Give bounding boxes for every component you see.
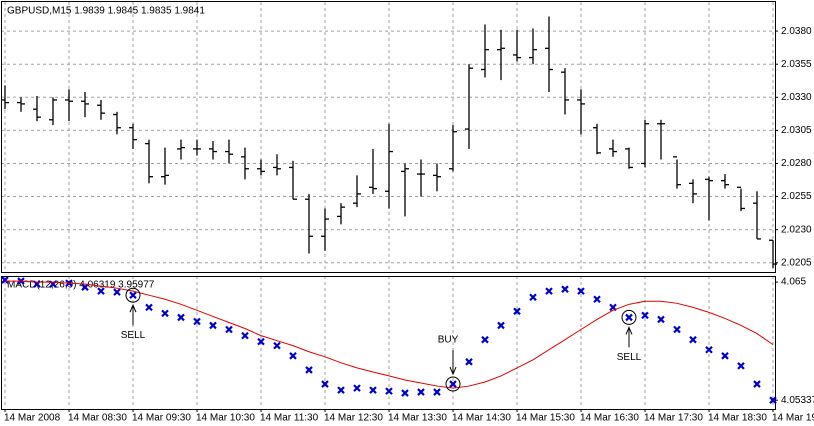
x-tick-label: 14 Mar 17:30	[644, 413, 703, 424]
x-marker	[1, 276, 9, 284]
x-tick-label: 14 Mar 12:30	[324, 413, 383, 424]
x-marker	[129, 291, 137, 299]
x-marker	[225, 325, 233, 334]
x-marker	[657, 315, 665, 324]
x-marker	[545, 287, 553, 295]
x-marker	[97, 287, 105, 295]
x-marker	[113, 288, 121, 296]
x-tick-label: 14 Mar 2008	[4, 413, 61, 424]
x-marker	[689, 335, 697, 344]
x-marker	[449, 380, 457, 388]
x-marker	[145, 303, 153, 312]
signal-arrow	[129, 303, 137, 326]
x-marker	[241, 331, 249, 340]
signal-circle	[445, 376, 461, 392]
x-tick-label: 14 Mar 10:30	[196, 413, 255, 424]
x-marker	[305, 366, 313, 374]
y-tick-label: 2.0305	[781, 125, 812, 136]
x-marker	[177, 313, 185, 322]
indicator-title: MACD(12,26,9) 4.06319 3.95977	[7, 280, 155, 291]
x-marker	[497, 321, 505, 330]
x-marker	[161, 309, 169, 318]
x-marker	[737, 362, 745, 370]
signal-arrow	[449, 350, 457, 376]
x-marker	[641, 311, 649, 320]
y-tick-label: 2.0230	[781, 224, 812, 235]
x-marker	[273, 341, 281, 350]
x-tick-label: 14 Mar 18:30	[708, 413, 767, 424]
x-marker	[721, 352, 729, 360]
x-marker	[481, 335, 489, 344]
price-panel-frame	[1, 1, 776, 273]
x-marker	[561, 285, 569, 293]
y-tick-label: 2.0380	[781, 26, 812, 37]
signal-circle	[621, 309, 637, 325]
signal-label: SELL	[617, 352, 642, 363]
signal-label: BUY	[438, 335, 459, 346]
x-tick-label: 14 Mar 19	[772, 413, 814, 424]
x-marker	[353, 384, 361, 392]
x-marker	[193, 317, 201, 326]
x-marker	[529, 293, 537, 301]
x-tick-label: 14 Mar 13:30	[388, 413, 447, 424]
x-marker	[401, 389, 409, 397]
x-tick-label: 14 Mar 09:30	[132, 413, 191, 424]
signal-circle	[125, 287, 141, 303]
y-tick-label: 2.0280	[781, 158, 812, 169]
y-tick-label: 2.0205	[781, 257, 812, 268]
x-marker	[705, 345, 713, 354]
x-marker	[593, 295, 601, 304]
y-tick-label: 4.065	[781, 277, 806, 288]
y-tick-label: 2.0355	[781, 59, 812, 70]
x-marker	[257, 337, 265, 346]
x-marker	[513, 307, 521, 316]
x-marker	[465, 358, 473, 366]
x-marker	[337, 386, 345, 394]
y-tick-label: 4.05337	[781, 395, 814, 406]
x-marker	[753, 380, 761, 388]
x-marker	[385, 387, 393, 395]
signal-label: SELL	[121, 330, 146, 341]
x-marker	[433, 388, 441, 396]
x-marker	[209, 321, 217, 330]
x-marker	[321, 380, 329, 388]
x-marker	[289, 352, 297, 360]
x-marker	[673, 325, 681, 334]
x-tick-label: 14 Mar 15:30	[516, 413, 575, 424]
y-tick-label: 2.0330	[781, 92, 812, 103]
signal-arrow	[625, 326, 633, 348]
x-marker	[369, 386, 377, 394]
x-marker	[769, 396, 777, 404]
indicator-line	[5, 280, 774, 389]
x-tick-label: 14 Mar 11:30	[260, 413, 319, 424]
x-tick-label: 14 Mar 14:30	[452, 413, 511, 424]
y-tick-label: 2.0255	[781, 191, 812, 202]
x-tick-label: 14 Mar 08:30	[68, 413, 127, 424]
x-tick-label: 14 Mar 16:30	[580, 413, 639, 424]
x-marker	[81, 283, 89, 291]
x-marker	[625, 313, 633, 322]
x-marker	[577, 287, 585, 295]
x-marker	[417, 388, 425, 396]
price-title: GBPUSD,M15 1.9839 1.9845 1.9835 1.9841	[7, 6, 205, 17]
